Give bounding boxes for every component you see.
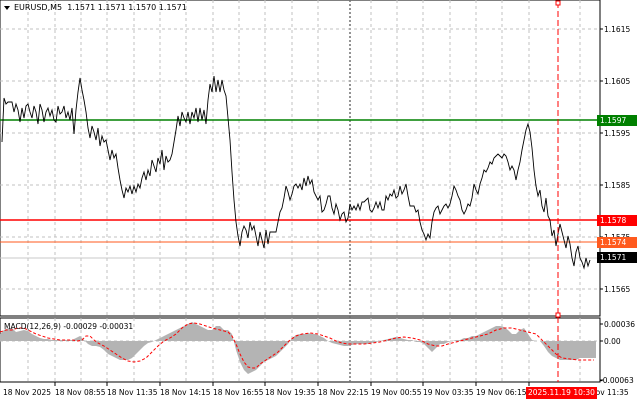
- price-label-4: 1.1585: [604, 181, 631, 190]
- macd-axis-zero: 0.00: [604, 337, 621, 346]
- time-label-4: 18 Nov 14:15: [160, 388, 211, 397]
- price-label-6: 1.1565: [604, 285, 631, 294]
- time-label-2: 18 Nov 08:55: [55, 388, 106, 397]
- time-label-10: 19 Nov 06:15: [476, 388, 527, 397]
- time-label-11: Nov 11:35: [590, 388, 629, 397]
- time-label-1: 18 Nov 2025: [3, 388, 52, 397]
- chart-header: EURUSD,M5 1.1571 1.1571 1.1570 1.1571: [4, 3, 187, 12]
- red-level-tag: 1.1578: [597, 215, 637, 226]
- macd-signal-line: [0, 322, 594, 369]
- green-level-tag: 1.1597: [597, 115, 637, 126]
- time-label-9: 19 Nov 03:35: [423, 388, 474, 397]
- time-axis-ticks: [54, 382, 530, 386]
- ohlc-values: 1.1571 1.1571 1.1570 1.1571: [67, 3, 187, 12]
- price-axis-ticks: [600, 28, 603, 381]
- time-label-8: 19 Nov 00:55: [371, 388, 422, 397]
- price-label-2: 1.1605: [604, 77, 631, 86]
- macd-label: MACD(12,26,9) -0.00029 -0.00031: [4, 322, 134, 331]
- vertical-grid: [27, 0, 581, 382]
- macd-axis-min: -0.00063: [600, 376, 634, 385]
- cursor-top-marker[interactable]: [555, 0, 561, 6]
- macd-axis-max: 0.00036: [604, 320, 636, 329]
- time-label-6: 18 Nov 19:35: [265, 388, 316, 397]
- cursor-time-tag: 2025.11.19 10:30: [526, 387, 597, 399]
- macd-histogram: [0, 322, 596, 374]
- dropdown-triangle-icon[interactable]: [4, 5, 10, 10]
- symbol-label: EURUSD,M5: [14, 3, 63, 12]
- time-label-7: 18 Nov 22:15: [318, 388, 369, 397]
- main-chart-area[interactable]: [0, 0, 601, 317]
- time-label-5: 18 Nov 16:55: [213, 388, 264, 397]
- cursor-macd-marker[interactable]: [555, 312, 561, 318]
- last-price-tag: 1.1571: [597, 252, 637, 263]
- orange-level-tag: 1.1574: [597, 237, 637, 248]
- price-label-3: 1.1595: [604, 129, 631, 138]
- price-line: [1, 75, 591, 270]
- time-label-3: 18 Nov 11:35: [107, 388, 158, 397]
- price-label-1: 1.1615: [604, 25, 631, 34]
